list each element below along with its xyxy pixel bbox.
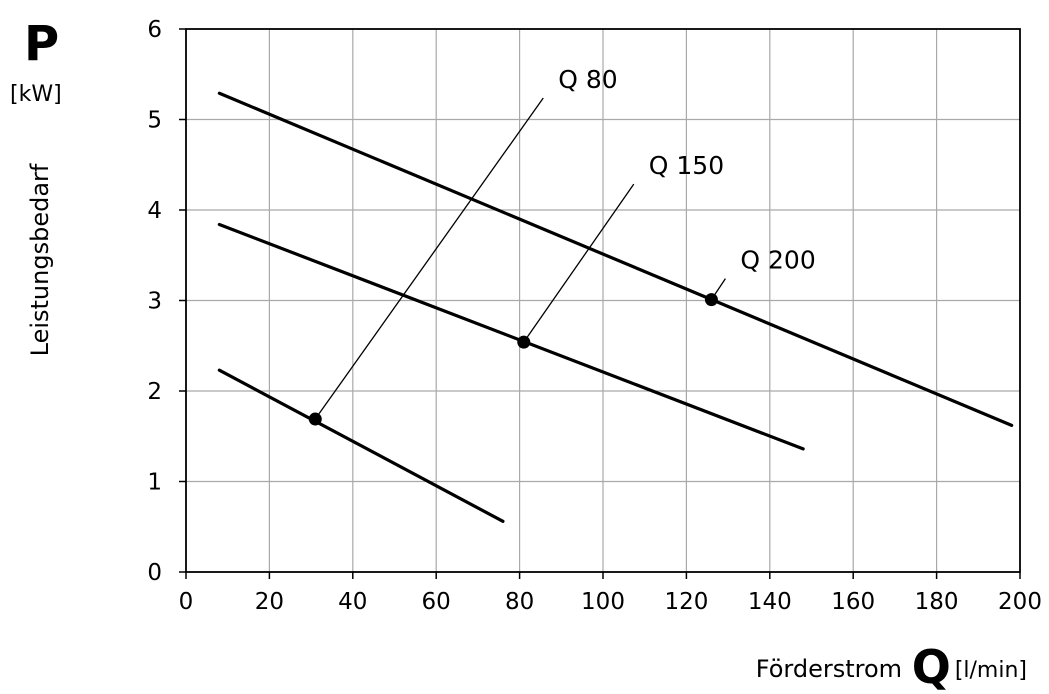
- y-axis-unit: [kW]: [10, 82, 62, 107]
- annotation-leader: [314, 97, 544, 420]
- x-tick-label: 200: [998, 589, 1042, 615]
- x-axis-title: Förderstrom Q [l/min]: [756, 640, 1027, 694]
- plot-frame: [185, 28, 1021, 573]
- x-tick-label: 140: [748, 589, 792, 615]
- series-line: [217, 91, 1014, 427]
- x-tick-label: 60: [422, 589, 451, 615]
- x-tick-label: 180: [915, 589, 959, 615]
- y-tick-label: 6: [147, 17, 162, 43]
- x-tick-label: 40: [338, 589, 367, 615]
- x-tick-label: 20: [255, 589, 284, 615]
- series-line: [217, 222, 805, 451]
- y-tick-label: 2: [147, 379, 162, 405]
- x-tick-label: 120: [664, 589, 708, 615]
- y-tick-label: 3: [147, 289, 162, 315]
- x-axis-symbol: Q: [911, 640, 951, 694]
- series-label: Q 80: [558, 65, 617, 94]
- tick-labels: 0 20 40 60 80 100 120 140 160 180 200 0 1 2 3 4 5 6: [147, 17, 1042, 615]
- series-lines: Q 80 Q 150 Q 200: [217, 65, 1014, 523]
- x-tick-label: 0: [179, 589, 194, 615]
- series-label: Q 200: [740, 246, 815, 275]
- series-label: Q 150: [649, 151, 724, 180]
- x-tick-label: 160: [831, 589, 875, 615]
- annotation-leader: [523, 183, 635, 343]
- y-tick-label: 0: [147, 560, 162, 586]
- grid-lines: [186, 29, 1020, 572]
- x-tick-label: 100: [581, 589, 625, 615]
- y-axis-symbol: P: [24, 16, 60, 72]
- x-tick-label: 80: [505, 589, 534, 615]
- series-line: [217, 368, 505, 523]
- x-axis-unit: [l/min]: [954, 658, 1027, 683]
- axes: [179, 28, 1021, 579]
- y-tick-label: 1: [147, 470, 162, 496]
- annotation-leader: [710, 278, 726, 300]
- y-tick-label: 4: [147, 198, 162, 224]
- y-tick-label: 5: [147, 108, 162, 134]
- x-axis-label: Förderstrom: [755, 655, 903, 683]
